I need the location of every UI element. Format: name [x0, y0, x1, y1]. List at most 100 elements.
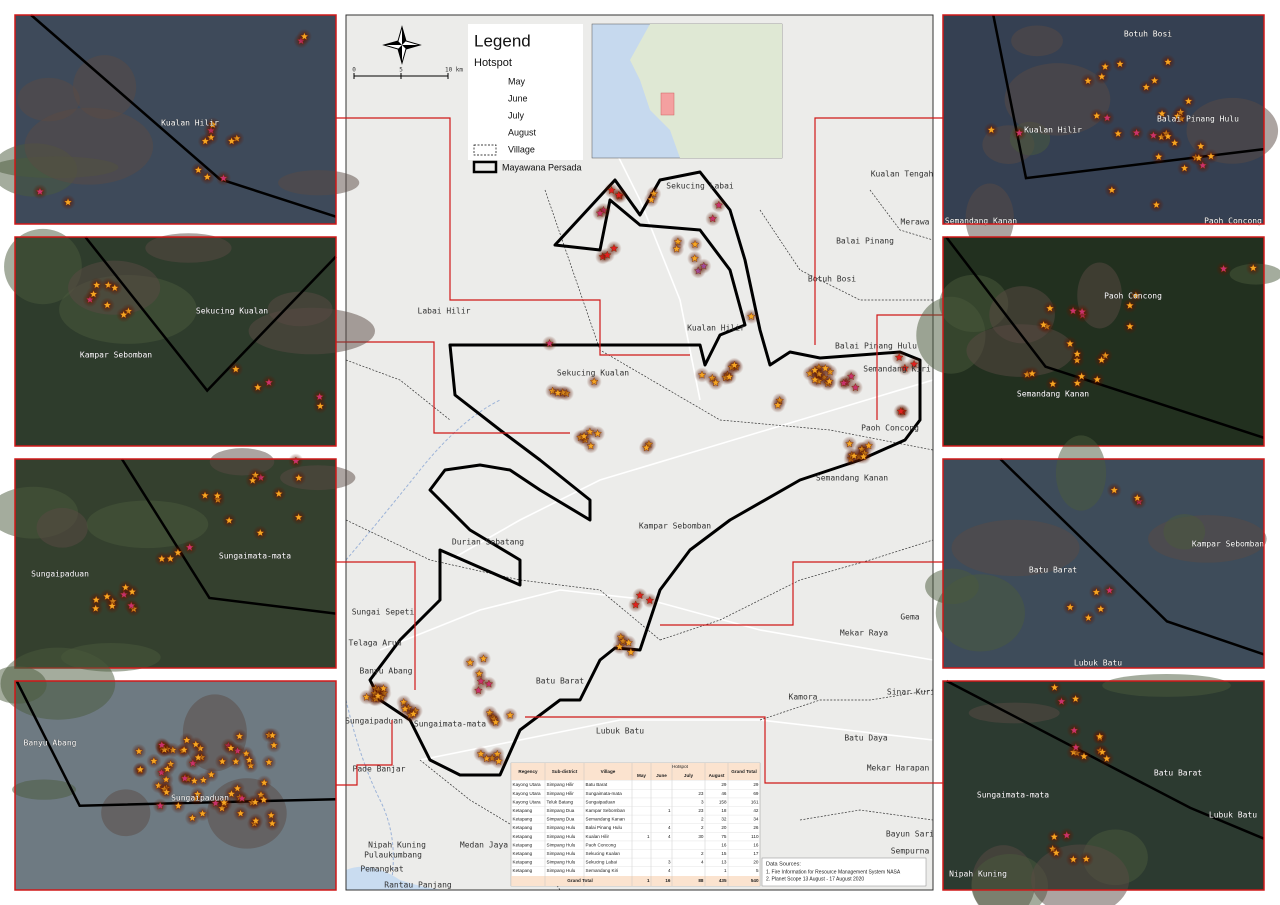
hotspot — [672, 244, 681, 253]
table-cell: Ketapang — [513, 808, 533, 813]
table-cell: 32 — [721, 817, 727, 822]
hotspot — [1077, 307, 1087, 316]
hotspot — [231, 757, 241, 766]
hotspot — [697, 370, 707, 379]
village-label: Balai Pinang — [836, 237, 894, 246]
table-cell: Kampar Sebomban — [586, 808, 626, 813]
village-label: Sungai Sepeti — [352, 608, 415, 617]
sea — [346, 866, 450, 890]
hotspot — [188, 813, 197, 822]
table-cell: Batu Barat — [586, 782, 608, 787]
hotspot — [642, 443, 651, 452]
table-cell: 1 — [724, 868, 727, 873]
village-label: Sinar Kuri — [887, 688, 935, 697]
table-cell: Simpang Hulu — [547, 860, 576, 865]
hotspot — [821, 363, 830, 373]
hotspot — [126, 601, 136, 610]
hotspot — [245, 755, 254, 764]
village-label: Kamora — [789, 693, 818, 702]
table-cell: 4 — [668, 868, 671, 873]
hotspot — [1077, 371, 1086, 381]
hotspot — [1057, 696, 1066, 706]
hotspot — [1062, 830, 1071, 840]
hotspot — [174, 801, 183, 810]
table-header: June — [656, 773, 667, 778]
inset-frame — [942, 14, 1265, 225]
inset-texture — [1011, 25, 1063, 57]
village-label: Kampar Sebomban — [639, 522, 711, 531]
table-cell: Simpang Dua — [547, 808, 575, 813]
inset-label: Kampar Sebomban — [1192, 540, 1264, 549]
table-cell: 75 — [721, 834, 727, 839]
map-background — [346, 15, 933, 890]
table-cell: Simpang Hulu — [547, 834, 576, 839]
hotspot — [208, 120, 218, 129]
hotspot — [134, 746, 144, 756]
legend-item: June — [508, 93, 528, 103]
inset: Sungaipaduan Sungaimata-mata — [0, 448, 356, 672]
village-label: Nipah Kuning — [368, 841, 426, 850]
inset-texture — [935, 574, 1025, 652]
connectors — [336, 117, 943, 786]
inset-label: Sekucing Kualan — [196, 307, 268, 316]
table-cell: 2 — [701, 851, 704, 856]
hotspot — [224, 515, 234, 525]
hotspot — [248, 475, 257, 485]
inset-frame — [942, 458, 1265, 669]
village-label: Batu Daya — [844, 734, 888, 743]
table-cell: Sungaipaduan — [586, 799, 616, 804]
village-label: Pade Banjar — [353, 765, 406, 774]
hotspot — [162, 787, 171, 797]
hotspot — [119, 310, 128, 319]
hotspot — [1157, 109, 1167, 118]
table-total-label: Grand Total — [567, 878, 592, 883]
hotspot — [635, 591, 645, 600]
inset-label: Semandang Kanan — [945, 217, 1017, 226]
hotspot — [268, 730, 277, 740]
village-label: Semandang Kiri — [863, 365, 931, 374]
table-cell: Ketapang — [513, 834, 533, 839]
hotspot — [1154, 152, 1163, 161]
hotspot — [373, 691, 383, 700]
map-frame — [345, 14, 934, 891]
hotspot — [491, 717, 500, 727]
hotspot — [91, 604, 100, 613]
inset-frame — [14, 14, 337, 225]
inset-texture — [971, 853, 1049, 905]
inset-texture — [968, 702, 1060, 724]
hotspot — [1069, 725, 1079, 735]
hotspot-layer — [359, 182, 922, 769]
inset: Sungaimata-mata Batu Barat Lubuk Batu Nipah… — [942, 674, 1265, 905]
inset-label: Kualan Hilir — [161, 119, 219, 128]
hotspot — [545, 338, 554, 348]
table-total: 1 — [647, 878, 650, 883]
inset: Kualan Hilir — [0, 14, 360, 225]
source-item: 2. Planet Scope 13 August - 17 August 20… — [766, 876, 864, 882]
table-cell: Simpang Hulu — [547, 825, 576, 830]
hotspot — [1097, 72, 1107, 81]
table-cell: 1 — [668, 808, 671, 813]
hotspot — [235, 731, 244, 741]
table-cell: 23 — [698, 808, 704, 813]
hotspot — [294, 512, 303, 522]
table-cell: 161 — [751, 799, 759, 804]
inset-texture — [101, 789, 151, 837]
hotspot — [179, 745, 189, 754]
table-cell: 16 — [753, 842, 759, 847]
table-cell: 3 — [668, 860, 671, 865]
hotspot — [724, 372, 734, 381]
hotspot — [1102, 754, 1112, 763]
hotspot — [1048, 379, 1058, 388]
hotspot — [614, 190, 624, 199]
hotspot — [251, 816, 261, 825]
hotspot — [1065, 339, 1075, 348]
inset: Botuh Bosi Kualan Hilir Balai Pinang Hulu S… — [942, 14, 1279, 254]
village-label: Batu Barat — [536, 677, 584, 686]
hotspot — [157, 740, 167, 749]
inset-texture — [0, 665, 47, 704]
inset-label: Kualan Hilir — [1024, 126, 1082, 135]
hotspot — [1071, 694, 1080, 703]
table-cell: 16 — [721, 842, 727, 847]
hotspot — [127, 587, 137, 596]
